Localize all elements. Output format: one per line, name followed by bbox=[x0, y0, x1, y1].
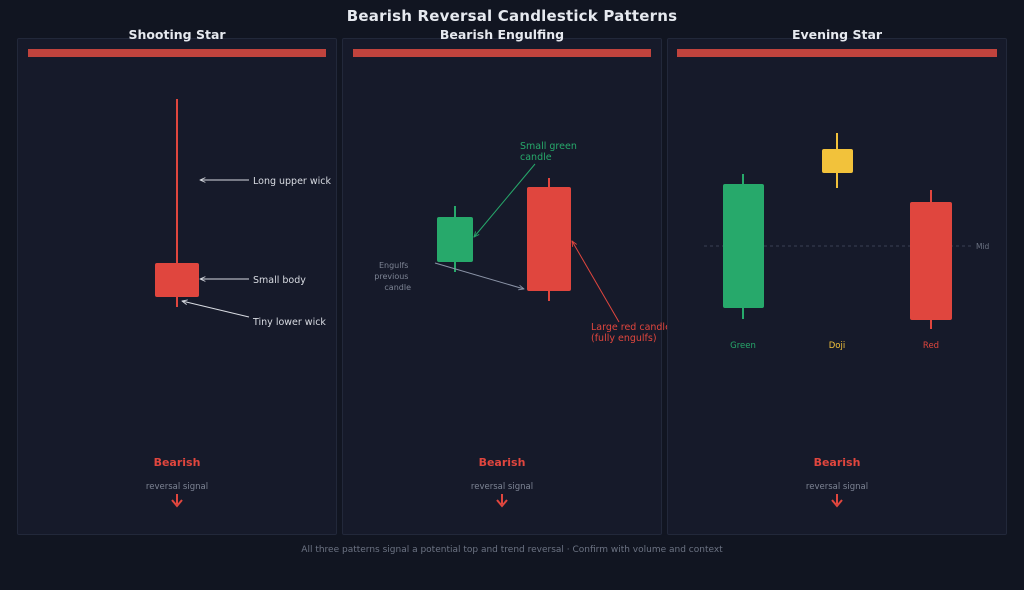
down-arrow-icon bbox=[831, 494, 843, 508]
signal-label: Bearish bbox=[814, 456, 861, 469]
candle-body-red bbox=[910, 202, 952, 320]
evening-star-diagram: Mid Green Doji Red Bearish reversal sign… bbox=[704, 133, 990, 508]
bearish-engulfing-diagram: Small green candle Large red candle (ful… bbox=[374, 141, 671, 508]
candle-body-green bbox=[723, 184, 764, 308]
page-title: Bearish Reversal Candlestick Patterns bbox=[346, 7, 678, 25]
candle-body-red bbox=[527, 187, 571, 291]
annotation-arrow bbox=[434, 262, 524, 289]
label-red: Red bbox=[923, 341, 939, 351]
signal-sublabel: reversal signal bbox=[146, 482, 208, 492]
panel-header-bar bbox=[677, 49, 997, 57]
footer-note: All three patterns signal a potential to… bbox=[301, 545, 723, 555]
panel-title: Evening Star bbox=[791, 27, 883, 42]
label-long-upper-wick: Long upper wick bbox=[253, 176, 331, 187]
panel-shooting-star: Shooting Star Long upper wick Small body… bbox=[17, 27, 337, 535]
signal-sublabel: reversal signal bbox=[471, 482, 533, 492]
shooting-star-diagram: Long upper wick Small body Tiny lower wi… bbox=[146, 99, 331, 508]
annotation-arrow bbox=[474, 163, 536, 237]
panel-header-bar bbox=[28, 49, 326, 57]
candle-body-green bbox=[437, 217, 473, 262]
signal-label: Bearish bbox=[154, 456, 201, 469]
annotation-arrow bbox=[182, 301, 250, 318]
signal-sublabel: reversal signal bbox=[806, 482, 868, 492]
label-doji: Doji bbox=[829, 341, 845, 351]
panel-title: Shooting Star bbox=[128, 27, 226, 42]
candle-body-doji bbox=[822, 149, 853, 173]
label-green: Green bbox=[730, 341, 756, 351]
down-arrow-icon bbox=[171, 494, 183, 508]
label-small-green-candle: Small green candle bbox=[520, 141, 580, 163]
label-engulfs-previous-candle: Engulfs previous candle bbox=[374, 261, 411, 292]
label-tiny-lower-wick: Tiny lower wick bbox=[252, 317, 326, 328]
label-mid: Mid bbox=[976, 242, 990, 251]
candle-body-red bbox=[155, 263, 199, 297]
down-arrow-icon bbox=[496, 494, 508, 508]
panel-title: Bearish Engulfing bbox=[439, 27, 565, 42]
panel-evening-star: Evening Star Mid Green Doji Red Bearish … bbox=[667, 27, 1007, 535]
signal-label: Bearish bbox=[479, 456, 526, 469]
panel-header-bar bbox=[353, 49, 651, 57]
label-large-red-candle: Large red candle (fully engulfs) bbox=[591, 322, 674, 344]
label-small-body: Small body bbox=[253, 275, 306, 286]
annotation-arrow bbox=[572, 241, 620, 323]
panel-bearish-engulfing: Bearish Engulfing Small green candle Lar… bbox=[342, 27, 671, 535]
